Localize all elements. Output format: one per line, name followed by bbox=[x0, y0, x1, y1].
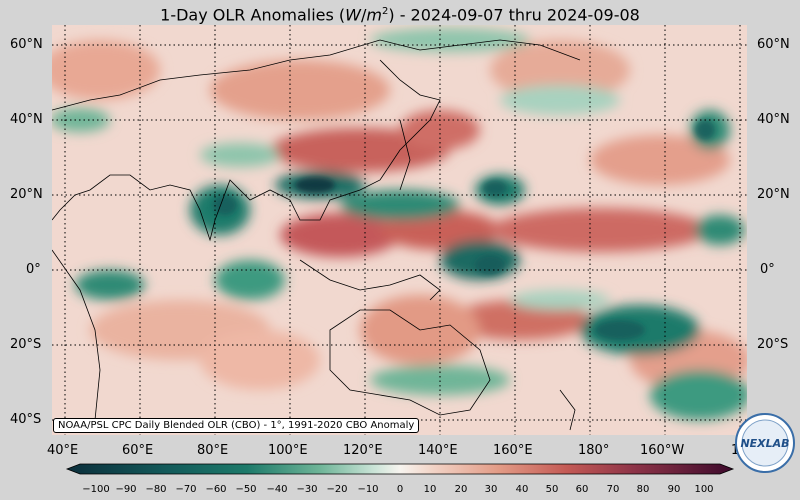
colorbar-tick: 70 bbox=[606, 484, 620, 495]
colorbar-tick: 0 bbox=[396, 484, 404, 495]
lon-label: 40°E bbox=[47, 443, 79, 458]
lon-label: 60°E bbox=[122, 443, 154, 458]
lat-label-left: 20°S bbox=[10, 337, 42, 352]
colorbar-tick: −30 bbox=[296, 484, 318, 495]
colorbar-tick: 30 bbox=[484, 484, 498, 495]
colorbar-tick: −80 bbox=[145, 484, 167, 495]
colorbar-tick: −70 bbox=[175, 484, 197, 495]
lat-label-right: 0° bbox=[760, 262, 775, 277]
lon-label: 140°E bbox=[418, 443, 458, 458]
colorbar-tick: 40 bbox=[515, 484, 529, 495]
lat-label-left: 40°N bbox=[10, 112, 43, 127]
lon-label: 180° bbox=[578, 443, 610, 458]
colorbar-tick: 20 bbox=[454, 484, 468, 495]
colorbar-tick: −10 bbox=[357, 484, 379, 495]
colorbar-tick: −100 bbox=[82, 484, 110, 495]
lat-label-right: 60°N bbox=[757, 37, 790, 52]
lat-label-left: 0° bbox=[26, 262, 41, 277]
colorbar-tick: −50 bbox=[235, 484, 257, 495]
colorbar-tick: −20 bbox=[326, 484, 348, 495]
coastlines bbox=[52, 39, 581, 431]
lat-label-left: 60°N bbox=[10, 37, 43, 52]
lon-label: 100°E bbox=[268, 443, 308, 458]
colorbar-tick: 90 bbox=[667, 484, 681, 495]
logo-text: NEXLAB bbox=[740, 437, 789, 450]
colorbar-tick: 10 bbox=[423, 484, 437, 495]
colorbar-tick: 50 bbox=[545, 484, 559, 495]
data-source-credit: NOAA/PSL CPC Daily Blended OLR (CBO) - 1… bbox=[53, 418, 420, 433]
colorbar bbox=[65, 463, 735, 475]
lat-label-right: 20°S bbox=[757, 337, 789, 352]
colorbar-tick: −40 bbox=[266, 484, 288, 495]
map-title: 1-Day OLR Anomalies (W/m2) - 2024-09-07 … bbox=[160, 5, 640, 25]
lat-label-left: 40°S bbox=[10, 412, 42, 427]
colorbar-tick: 80 bbox=[636, 484, 650, 495]
lat-label-right: 20°N bbox=[757, 187, 790, 202]
colorbar-tick: 60 bbox=[575, 484, 589, 495]
lon-label: 120°E bbox=[343, 443, 383, 458]
colorbar-tick: −90 bbox=[115, 484, 137, 495]
colorbar-tick: −60 bbox=[205, 484, 227, 495]
lon-label: 160°E bbox=[493, 443, 533, 458]
lon-label: 80°E bbox=[197, 443, 229, 458]
lon-label: 160°W bbox=[640, 443, 685, 458]
lat-label-right: 40°N bbox=[757, 112, 790, 127]
anomaly-field bbox=[52, 25, 747, 435]
colorbar-tick: 100 bbox=[694, 484, 714, 495]
lat-label-left: 20°N bbox=[10, 187, 43, 202]
nexlab-logo[interactable]: NEXLAB bbox=[734, 412, 796, 474]
